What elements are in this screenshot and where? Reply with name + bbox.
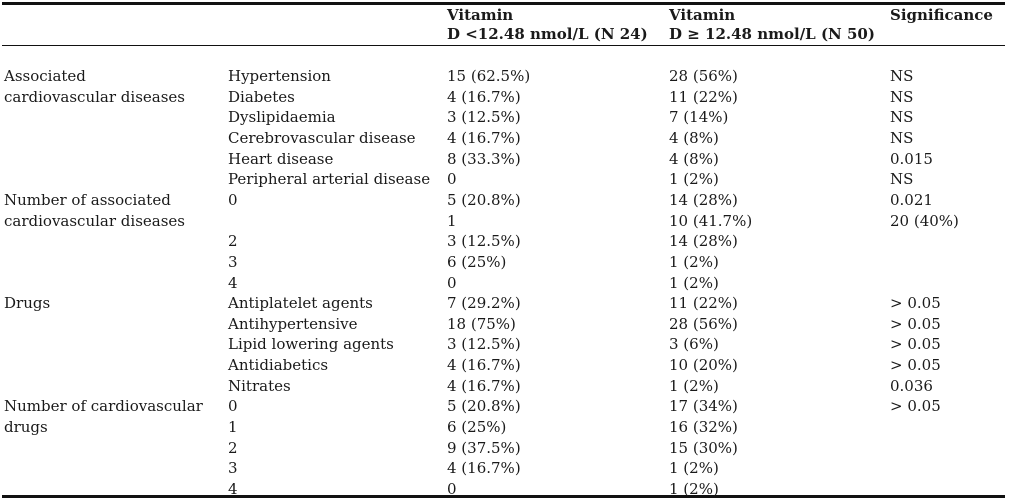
row-low-value: 6 (25%) (447, 253, 507, 271)
row-high-value: 1 (2%) (669, 274, 719, 292)
row-high-value: 15 (30%) (669, 439, 738, 457)
row-label: Antidiabetics (228, 356, 329, 374)
row-significance: 0.021 (890, 191, 933, 209)
table-top-rule (2, 2, 1005, 5)
table-bottom-rule (2, 495, 1005, 498)
header-high-vitd-line1: Vitamin (669, 6, 736, 24)
row-label: Dyslipidaemia (228, 108, 336, 126)
row-label: 0 (228, 397, 238, 415)
row-high-value: 28 (56%) (669, 315, 738, 333)
row-significance: NS (890, 67, 914, 85)
row-high-value: 1 (2%) (669, 480, 719, 498)
row-low-value: 15 (62.5%) (447, 67, 531, 85)
row-high-value: 4 (8%) (669, 129, 719, 147)
row-label: 0 (228, 191, 238, 209)
row-label: Antihypertensive (228, 315, 358, 333)
row-low-value: 5 (20.8%) (447, 191, 521, 209)
row-high-value: 1 (2%) (669, 170, 719, 188)
row-low-value: 3 (12.5%) (447, 232, 521, 250)
group-numdrugs-line2: drugs (4, 418, 48, 436)
group-cardio-line1: Associated (4, 67, 86, 85)
row-low-value: 0 (447, 480, 457, 498)
group-cardio-line2: cardiovascular diseases (4, 88, 185, 106)
row-label: Diabetes (228, 88, 295, 106)
table-header-rule (2, 45, 1005, 46)
header-low-vitd-line2: D <12.48 nmol/L (N 24) (447, 25, 648, 43)
row-label: 3 (228, 459, 238, 477)
row-high-value: 4 (8%) (669, 150, 719, 168)
row-low-value: 3 (12.5%) (447, 335, 521, 353)
row-label: Nitrates (228, 377, 291, 395)
row-low-value: 4 (16.7%) (447, 129, 521, 147)
row-label: 4 (228, 480, 238, 498)
row-significance: 0.015 (890, 150, 933, 168)
row-low-value: 4 (16.7%) (447, 377, 521, 395)
row-label: Lipid lowering agents (228, 335, 394, 353)
row-label: 2 (228, 439, 238, 457)
row-high-value: 11 (22%) (669, 294, 738, 312)
row-high-value: 28 (56%) (669, 67, 738, 85)
group-numcardio-line2: cardiovascular diseases (4, 212, 185, 230)
row-high-value: 1 (2%) (669, 253, 719, 271)
row-significance: NS (890, 170, 914, 188)
group-numcardio-line1: Number of associated (4, 191, 171, 209)
row-label: Heart disease (228, 150, 334, 168)
row-high-value: 1 (2%) (669, 459, 719, 477)
row-high-value: 16 (32%) (669, 418, 738, 436)
row-label: 1 (228, 418, 238, 436)
row-significance: NS (890, 108, 914, 126)
row-high-value: 14 (28%) (669, 232, 738, 250)
row-high-value: 10 (41.7%) (669, 212, 753, 230)
row-significance: > 0.05 (890, 294, 941, 312)
row-significance: NS (890, 88, 914, 106)
row-label: Peripheral arterial disease (228, 170, 431, 188)
row-low-value: 7 (29.2%) (447, 294, 521, 312)
row-high-value: 7 (14%) (669, 108, 729, 126)
row-low-value: 8 (33.3%) (447, 150, 521, 168)
row-high-value: 17 (34%) (669, 397, 738, 415)
header-low-vitd-line1: Vitamin (447, 6, 514, 24)
group-numdrugs-line1: Number of cardiovascular (4, 397, 203, 415)
row-low-value: 9 (37.5%) (447, 439, 521, 457)
header-significance: Significance (890, 6, 993, 24)
row-low-value: 5 (20.8%) (447, 397, 521, 415)
row-low-value: 4 (16.7%) (447, 88, 521, 106)
row-significance: > 0.05 (890, 335, 941, 353)
row-label: Antiplatelet agents (228, 294, 373, 312)
row-high-value: 14 (28%) (669, 191, 738, 209)
row-high-value: 11 (22%) (669, 88, 738, 106)
row-label: 2 (228, 232, 238, 250)
row-significance: 0.036 (890, 377, 933, 395)
header-high-vitd-line2: D ≥ 12.48 nmol/L (N 50) (669, 25, 875, 43)
row-low-value: 4 (16.7%) (447, 356, 521, 374)
row-low-value: 0 (447, 170, 457, 188)
row-label: Cerebrovascular disease (228, 129, 416, 147)
row-significance: > 0.05 (890, 356, 941, 374)
row-significance: > 0.05 (890, 397, 941, 415)
row-significance: 20 (40%) (890, 212, 959, 230)
row-label: Hypertension (228, 67, 331, 85)
row-low-value: 6 (25%) (447, 418, 507, 436)
row-high-value: 10 (20%) (669, 356, 738, 374)
row-low-value: 3 (12.5%) (447, 108, 521, 126)
row-label: 3 (228, 253, 238, 271)
row-high-value: 1 (2%) (669, 377, 719, 395)
row-label: 4 (228, 274, 238, 292)
row-low-value: 1 (447, 212, 457, 230)
row-significance: > 0.05 (890, 315, 941, 333)
row-low-value: 18 (75%) (447, 315, 516, 333)
group-drugs: Drugs (4, 294, 51, 312)
row-high-value: 3 (6%) (669, 335, 719, 353)
row-low-value: 0 (447, 274, 457, 292)
row-significance: NS (890, 129, 914, 147)
row-low-value: 4 (16.7%) (447, 459, 521, 477)
